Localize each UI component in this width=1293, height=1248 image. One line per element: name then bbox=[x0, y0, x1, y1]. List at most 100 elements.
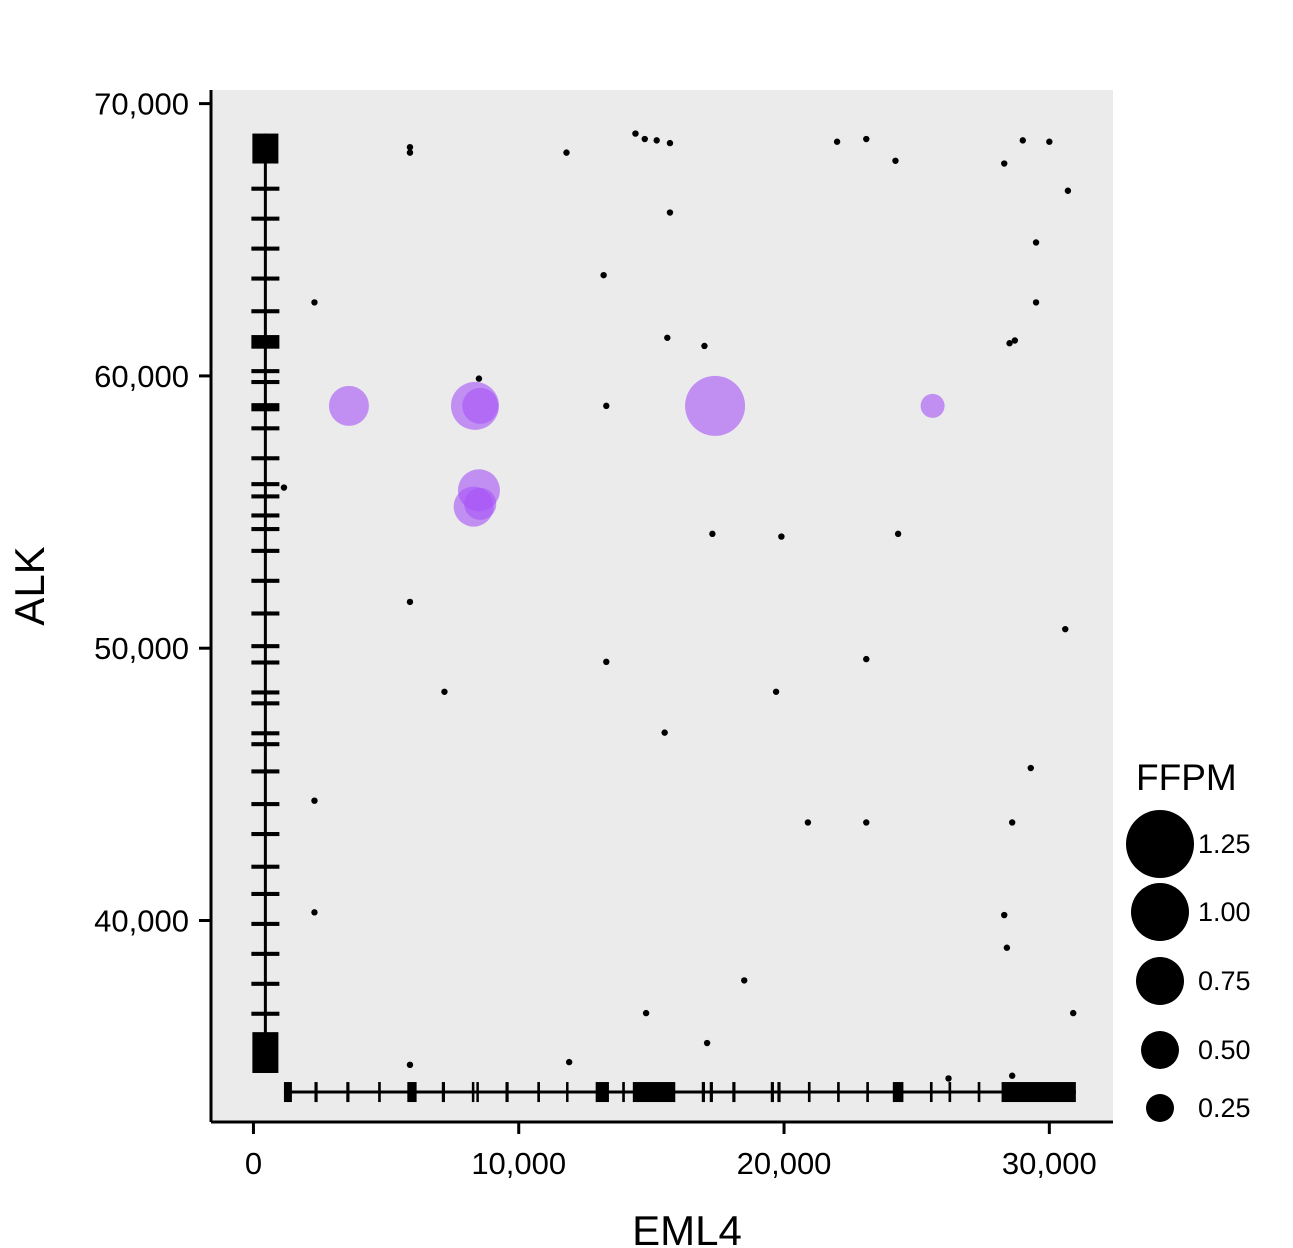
alk-exon bbox=[251, 690, 280, 695]
breakpoint-point bbox=[945, 1075, 952, 1082]
breakpoint-point bbox=[1011, 337, 1019, 344]
breakpoint-point bbox=[641, 135, 648, 143]
breakpoint-point bbox=[642, 1009, 650, 1017]
eml4-exon bbox=[709, 1082, 713, 1103]
breakpoint-point bbox=[741, 977, 748, 984]
breakpoint-point bbox=[666, 139, 674, 147]
breakpoint-point bbox=[1008, 819, 1016, 826]
legend-label: 0.75 bbox=[1198, 966, 1251, 996]
eml4-exon bbox=[505, 1082, 509, 1103]
alk-exon bbox=[251, 802, 280, 807]
x-tick-label: 30,000 bbox=[1002, 1146, 1097, 1181]
alk-exon bbox=[251, 769, 280, 774]
alk-exon bbox=[251, 369, 280, 374]
breakpoint-point bbox=[664, 334, 671, 341]
alk-exon bbox=[251, 731, 280, 736]
alk-exon bbox=[251, 527, 280, 532]
alk-exon bbox=[251, 1011, 280, 1016]
x-axis: 0 10,000 20,000 30,000 bbox=[245, 1122, 1097, 1181]
breakpoint-point bbox=[406, 143, 414, 151]
breakpoint-points bbox=[280, 130, 1077, 1082]
breakpoint-point bbox=[1046, 138, 1053, 145]
breakpoint-point bbox=[709, 530, 716, 538]
alk-exon bbox=[251, 309, 280, 314]
alk-exon bbox=[251, 660, 280, 665]
breakpoint-point bbox=[863, 135, 870, 143]
alk-exon bbox=[252, 133, 279, 164]
breakpoint-point bbox=[1032, 299, 1040, 306]
breakpoint-point bbox=[804, 819, 812, 826]
breakpoint-point bbox=[863, 655, 870, 663]
plot-panel bbox=[211, 90, 1113, 1122]
breakpoint-point bbox=[406, 1061, 414, 1069]
fusion-point bbox=[920, 393, 945, 418]
legend-key bbox=[1136, 957, 1184, 1005]
breakpoint-point bbox=[892, 157, 899, 164]
alk-exon bbox=[251, 246, 280, 251]
eml4-exon bbox=[537, 1082, 540, 1103]
eml4-exon bbox=[866, 1082, 869, 1103]
alk-exon bbox=[251, 864, 280, 869]
y-axis: 40,000 50,000 60,000 70,000 bbox=[94, 87, 211, 939]
eml4-exon bbox=[807, 1082, 811, 1103]
eml4-exon bbox=[566, 1082, 569, 1103]
breakpoint-point bbox=[603, 402, 610, 410]
breakpoint-point bbox=[653, 137, 660, 144]
breakpoint-point bbox=[701, 342, 708, 350]
legend-key bbox=[1131, 883, 1189, 941]
alk-exon bbox=[251, 335, 280, 349]
eml4-exon bbox=[777, 1082, 781, 1103]
breakpoint-point bbox=[280, 484, 288, 491]
alk-exon bbox=[251, 548, 280, 553]
breakpoint-point bbox=[863, 819, 870, 826]
breakpoint-point bbox=[1070, 1009, 1077, 1017]
alk-exon bbox=[251, 186, 280, 191]
breakpoint-point bbox=[632, 130, 639, 137]
eml4-exon bbox=[441, 1082, 445, 1103]
alk-exon bbox=[251, 494, 280, 499]
alk-gene-track bbox=[251, 133, 280, 1073]
x-axis-title: EML4 bbox=[632, 1207, 742, 1248]
alk-exon bbox=[252, 1032, 279, 1073]
alk-exon bbox=[251, 742, 280, 747]
legend-label: 1.25 bbox=[1198, 829, 1251, 859]
breakpoint-point bbox=[475, 375, 483, 382]
alk-exon bbox=[251, 611, 280, 616]
alk-exon bbox=[251, 276, 280, 281]
breakpoint-point bbox=[1008, 1072, 1016, 1079]
breakpoint-point bbox=[1027, 764, 1034, 772]
breakpoint-point bbox=[311, 909, 318, 916]
breakpoint-point bbox=[406, 598, 414, 606]
alk-exon bbox=[251, 644, 280, 649]
eml4-exon bbox=[407, 1082, 417, 1103]
legend-key bbox=[1126, 810, 1194, 878]
breakpoint-point bbox=[894, 530, 902, 538]
breakpoint-point bbox=[1032, 239, 1040, 246]
eml4-exon bbox=[892, 1082, 904, 1103]
breakpoint-point bbox=[666, 209, 674, 216]
breakpoint-point bbox=[311, 299, 318, 306]
breakpoint-point bbox=[1062, 625, 1069, 633]
eml4-exon bbox=[948, 1082, 952, 1103]
eml4-exon bbox=[837, 1082, 840, 1103]
eml4-exon bbox=[929, 1082, 933, 1103]
fusion-point bbox=[462, 387, 499, 424]
breakpoint-point bbox=[661, 729, 668, 736]
eml4-exon bbox=[732, 1082, 736, 1103]
eml4-exon bbox=[378, 1082, 381, 1103]
fusion-point bbox=[685, 375, 746, 436]
breakpoint-point bbox=[1019, 137, 1026, 144]
fusion-points bbox=[328, 375, 945, 527]
alk-exon bbox=[251, 379, 280, 385]
fusion-point bbox=[464, 487, 497, 520]
legend-key bbox=[1146, 1094, 1174, 1122]
y-axis-title: ALK bbox=[6, 546, 53, 625]
eml4-exon bbox=[283, 1082, 292, 1103]
eml4-exon bbox=[701, 1082, 705, 1103]
fusion-point bbox=[328, 385, 369, 426]
alk-exon bbox=[251, 921, 280, 926]
alk-exon bbox=[251, 701, 280, 706]
breakpoint-point bbox=[600, 271, 607, 279]
legend-key bbox=[1141, 1031, 1179, 1069]
